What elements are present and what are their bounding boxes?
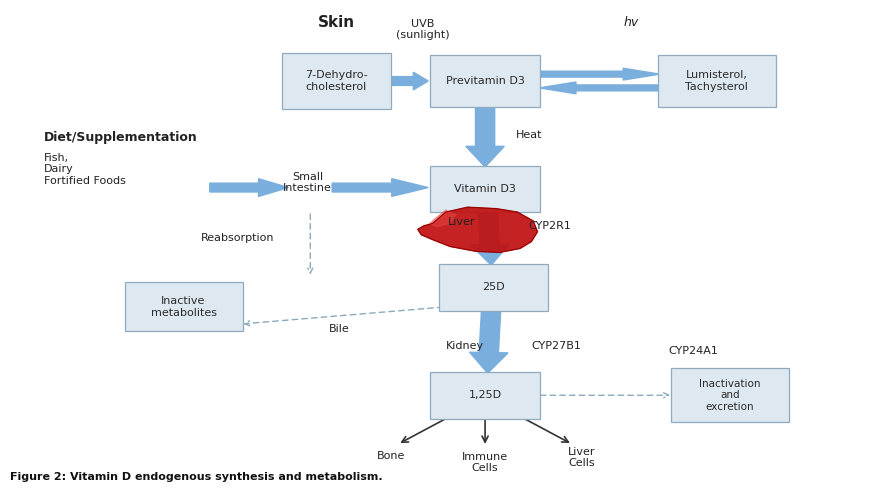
Text: Bile: Bile [329, 324, 350, 334]
FancyBboxPatch shape [431, 55, 540, 107]
FancyArrow shape [539, 82, 660, 94]
Polygon shape [418, 207, 538, 252]
FancyBboxPatch shape [124, 282, 242, 331]
Text: Vitamin D3: Vitamin D3 [454, 184, 516, 194]
FancyArrow shape [469, 308, 508, 373]
FancyBboxPatch shape [281, 53, 392, 109]
Text: Inactivation
and
excretion: Inactivation and excretion [699, 379, 760, 412]
Text: Small
Intestine: Small Intestine [283, 172, 332, 193]
Text: Liver
Cells: Liver Cells [567, 447, 595, 468]
Text: Inactive
metabolites: Inactive metabolites [150, 296, 217, 318]
Text: Figure 2: Vitamin D endogenous synthesis and metabolism.: Figure 2: Vitamin D endogenous synthesis… [10, 472, 383, 482]
FancyArrow shape [389, 72, 428, 90]
Text: Immune
Cells: Immune Cells [462, 452, 508, 473]
Text: 7-Dehydro-
cholesterol: 7-Dehydro- cholesterol [305, 70, 368, 92]
Text: CYP2R1: CYP2R1 [529, 221, 572, 231]
Text: Skin: Skin [318, 15, 355, 29]
FancyArrow shape [471, 210, 509, 265]
Text: Liver: Liver [447, 217, 475, 227]
Polygon shape [430, 210, 456, 227]
Text: Fish,
Dairy
Fortified Foods: Fish, Dairy Fortified Foods [44, 153, 126, 186]
Text: Lumisterol,
Tachysterol: Lumisterol, Tachysterol [685, 70, 748, 92]
FancyArrow shape [466, 106, 504, 167]
Text: 25D: 25D [482, 282, 505, 292]
Text: hv: hv [623, 16, 639, 28]
FancyArrow shape [332, 179, 428, 196]
Text: CYP27B1: CYP27B1 [531, 341, 581, 351]
Text: Previtamin D3: Previtamin D3 [446, 76, 524, 86]
FancyArrow shape [210, 179, 288, 196]
Text: Heat: Heat [516, 130, 542, 140]
FancyBboxPatch shape [657, 55, 776, 107]
Text: Kidney: Kidney [446, 341, 484, 351]
FancyArrow shape [539, 68, 660, 80]
Text: CYP24A1: CYP24A1 [669, 346, 718, 356]
FancyBboxPatch shape [439, 264, 549, 311]
Text: Bone: Bone [378, 451, 406, 461]
Text: Diet/Supplementation: Diet/Supplementation [44, 131, 198, 144]
Text: Reabsorption: Reabsorption [201, 233, 274, 243]
FancyBboxPatch shape [431, 166, 540, 213]
Text: 1,25D: 1,25D [468, 390, 502, 400]
FancyBboxPatch shape [671, 368, 788, 422]
Text: UVB
(sunlight): UVB (sunlight) [396, 19, 450, 40]
FancyBboxPatch shape [431, 372, 540, 418]
